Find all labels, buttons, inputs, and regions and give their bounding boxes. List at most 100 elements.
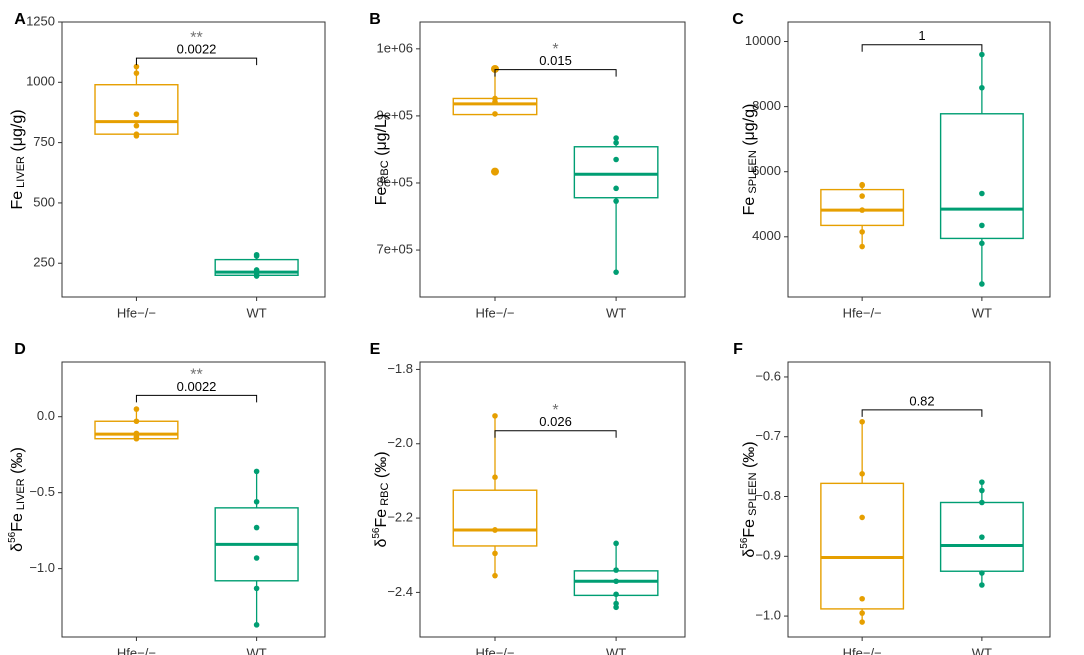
- data-point: [859, 610, 865, 616]
- box-hfe: [452, 413, 538, 579]
- data-point: [133, 133, 140, 139]
- data-point: [613, 269, 619, 275]
- data-point: [859, 193, 865, 199]
- panel-label: B: [369, 11, 381, 28]
- x-tick-label: Hfe−/−: [843, 645, 882, 655]
- data-point: [613, 135, 619, 141]
- significance-bracket: [861, 409, 983, 417]
- box-wt: [214, 468, 299, 628]
- data-point: [613, 591, 619, 598]
- data-point: [979, 499, 985, 506]
- box-wt: [939, 479, 1024, 588]
- x-tick-label: WT: [247, 305, 267, 320]
- y-tick-label: 750: [33, 134, 55, 149]
- plot-frame: [419, 361, 686, 638]
- y-tick-label: 1000: [26, 74, 55, 89]
- box-hfe: [94, 63, 179, 139]
- x-tick-label: Hfe−/−: [475, 645, 514, 655]
- data-point: [979, 222, 985, 229]
- y-tick-label: −0.6: [755, 368, 781, 383]
- y-tick-label: 1e+06: [376, 40, 413, 55]
- data-point: [613, 185, 619, 192]
- box-hfe: [94, 406, 179, 442]
- box-wt: [939, 51, 1024, 287]
- data-point: [253, 555, 260, 561]
- data-point: [492, 99, 498, 105]
- data-point: [253, 585, 260, 592]
- y-tick-label: −1.0: [29, 560, 55, 575]
- data-point: [133, 111, 140, 117]
- data-point: [859, 514, 865, 521]
- y-tick-label: 250: [33, 255, 55, 270]
- box-hfe: [820, 418, 905, 625]
- data-point: [859, 619, 865, 625]
- box-iqr: [452, 489, 538, 547]
- data-point: [979, 84, 985, 91]
- x-tick-label: Hfe−/−: [117, 645, 156, 655]
- data-point: [492, 66, 498, 72]
- y-tick-label: −0.7: [755, 428, 781, 443]
- data-point: [613, 139, 619, 146]
- panel-d: D −1.0 −0.5 0.0 Hfe−/− WT δ56Fe LIVER (‰) 0.002…: [7, 341, 326, 655]
- y-tick-label: 8e+05: [376, 174, 413, 189]
- plot-frame: [61, 21, 326, 298]
- panel-label: A: [14, 11, 26, 28]
- panel-a: A 250 500 750 1000 1250 Hfe−/− WT Fe LIVER (μg/g…: [9, 11, 326, 320]
- panel-c: C 4000 6000 8000 10000 Hfe−/− WT Fe SPLEEN (μg/…: [732, 11, 1051, 320]
- y-axis-title: δ56Fe RBC (‰): [371, 451, 391, 547]
- y-tick-label: −1.8: [387, 361, 413, 376]
- y-axis-title: δ56Fe LIVER (‰): [7, 447, 27, 552]
- y-tick-label: 9e+05: [376, 107, 413, 122]
- data-point: [979, 281, 985, 287]
- data-point: [253, 622, 260, 628]
- box-wt: [573, 135, 659, 275]
- y-axis-title: Fe RBC (μg/L): [373, 114, 391, 206]
- significance-stars: *: [552, 41, 558, 58]
- x-tick-label: WT: [247, 645, 267, 655]
- data-point: [133, 435, 140, 442]
- y-tick-label: −0.5: [29, 484, 55, 499]
- data-point: [492, 413, 498, 419]
- y-tick-label: 500: [33, 194, 55, 209]
- significance-stars: **: [190, 29, 202, 46]
- data-point: [133, 418, 140, 425]
- significance-stars: **: [190, 367, 202, 384]
- data-point: [133, 63, 140, 70]
- box-iqr: [820, 482, 905, 610]
- data-point: [253, 273, 260, 279]
- y-axis-title: Fe SPLEEN (μg/g): [741, 104, 759, 216]
- y-tick-label: 6000: [752, 163, 781, 178]
- p-value-label: 1: [918, 28, 925, 43]
- data-point: [859, 243, 865, 250]
- data-point: [859, 207, 865, 213]
- data-point: [979, 582, 985, 588]
- data-point: [979, 570, 985, 576]
- data-point: [613, 604, 619, 611]
- data-point: [253, 498, 260, 505]
- panel-label: E: [370, 341, 381, 358]
- panel-f: F −1.0 −0.9 −0.8 −0.7 −0.6 Hfe−/− WT δ56Fe SPLEE…: [733, 341, 1051, 655]
- box-wt: [573, 540, 659, 611]
- significance-bracket: [861, 44, 983, 52]
- x-tick-label: WT: [972, 305, 992, 320]
- data-point: [613, 156, 619, 163]
- y-tick-label: 4000: [752, 228, 781, 243]
- plot-frame: [419, 21, 686, 298]
- panel-b: B 7e+05 8e+05 9e+05 1e+06 Hfe−/− WT Fe RBC (μg/…: [369, 11, 686, 320]
- data-point: [859, 418, 865, 425]
- data-point: [492, 550, 498, 557]
- y-tick-label: −2.2: [387, 510, 413, 525]
- data-point: [979, 479, 985, 485]
- y-tick-label: 8000: [752, 98, 781, 113]
- data-point: [979, 190, 985, 197]
- data-point: [492, 527, 498, 533]
- y-tick-label: 10000: [745, 33, 781, 48]
- y-tick-label: −2.0: [387, 435, 413, 450]
- x-tick-label: WT: [972, 645, 992, 655]
- data-point: [492, 474, 498, 481]
- data-point: [979, 51, 985, 58]
- x-tick-label: Hfe−/−: [843, 305, 882, 320]
- panel-label: D: [14, 341, 26, 358]
- data-point: [133, 406, 140, 412]
